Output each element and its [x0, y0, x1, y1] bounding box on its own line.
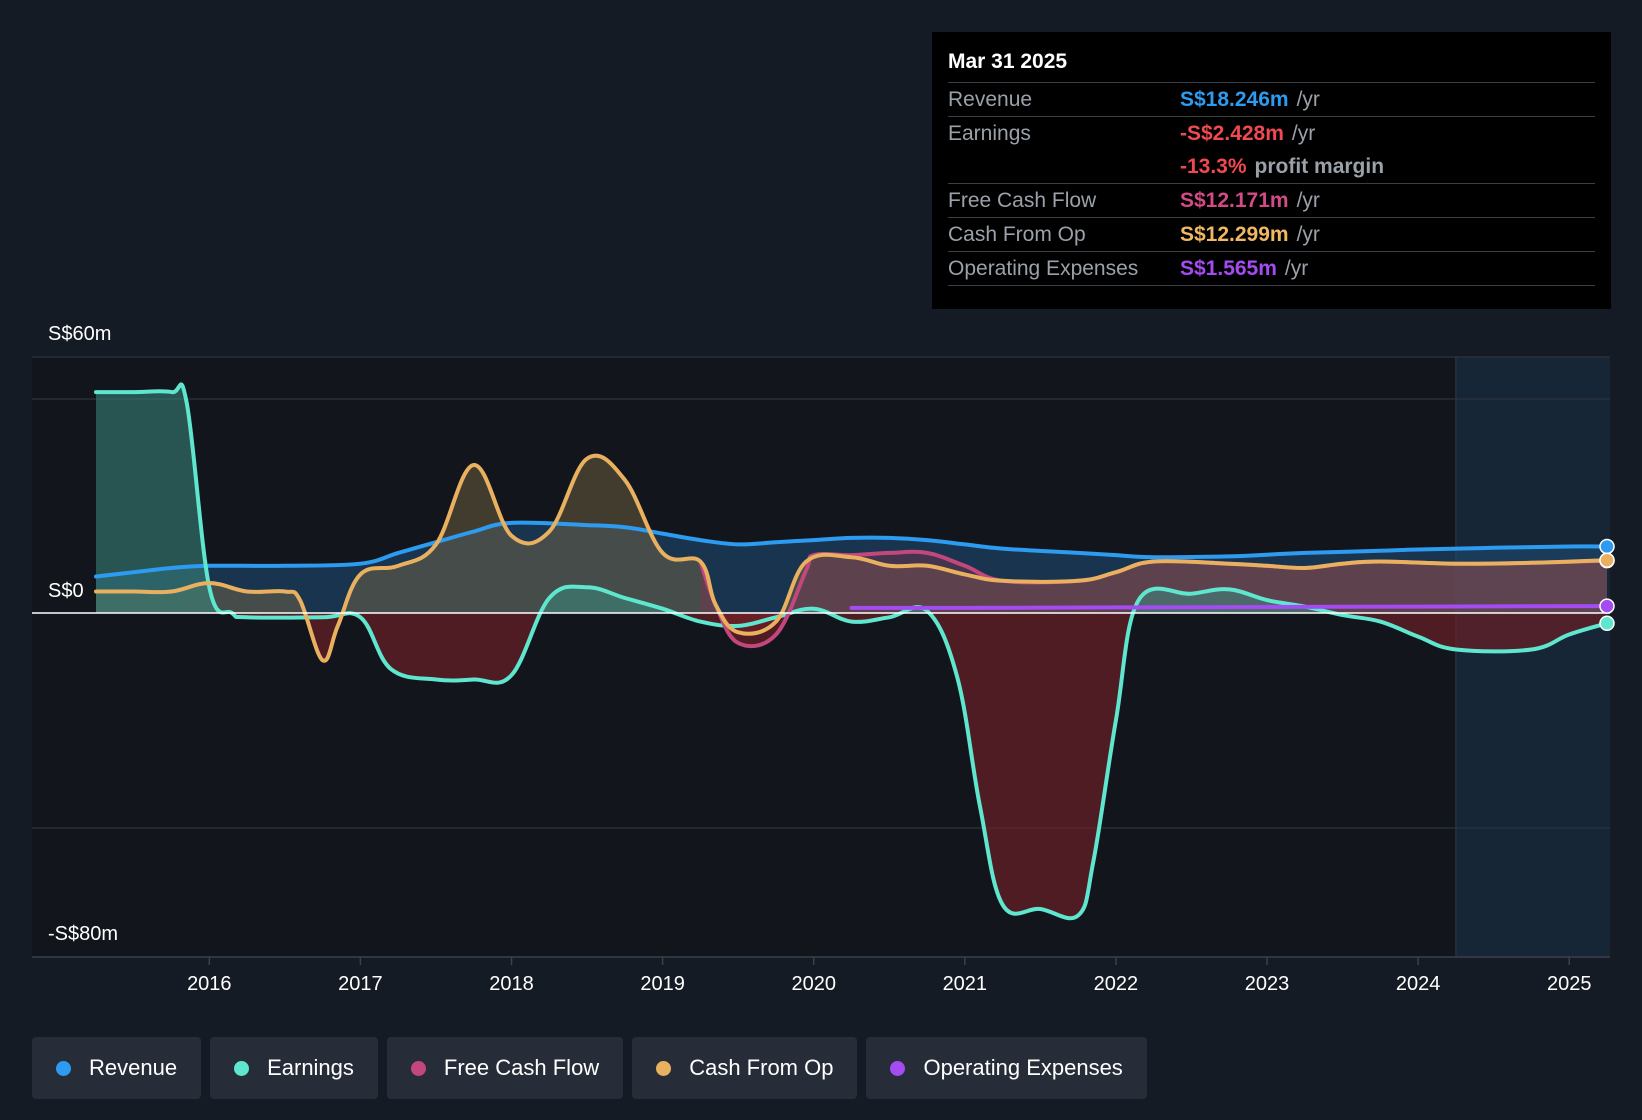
- cash-from-op-area-positive: [96, 455, 1607, 613]
- tooltip-row-cash-from-op: Cash From Op S$12.299m /yr: [948, 217, 1595, 251]
- earnings-endpoint: [1599, 615, 1615, 632]
- legend-item-cash-from-op[interactable]: Cash From Op: [632, 1037, 858, 1099]
- tooltip-unit: /yr: [1284, 257, 1309, 280]
- tooltip-value: S$12.299m: [1180, 223, 1289, 246]
- x-tick-label: 2022: [1094, 973, 1139, 995]
- tooltip-value: S$1.565m: [1180, 257, 1277, 280]
- legend-label: Operating Expenses: [923, 1055, 1123, 1080]
- operating-expenses-line: [849, 604, 1609, 610]
- x-axis: 2016 2017 2018 2019 2020 2021 2022 2023 2024 2025: [187, 957, 1591, 995]
- revenue-endpoint: [1599, 538, 1615, 555]
- data-tooltip: Mar 31 2025 Revenue S$18.246m /yr Earnin…: [932, 32, 1611, 309]
- tooltip-value: S$18.246m: [1180, 88, 1289, 111]
- x-tick-label: 2025: [1547, 973, 1592, 995]
- x-tick-label: 2018: [489, 973, 534, 995]
- tooltip-label: Revenue: [948, 88, 1033, 111]
- past-region: [32, 357, 1456, 957]
- legend-dot-icon: [410, 1060, 426, 1076]
- tooltip-label: Operating Expenses: [948, 257, 1139, 280]
- earnings-area-negative: [96, 613, 1607, 919]
- tooltip-date: Mar 31 2025: [948, 50, 1068, 73]
- x-tick-label: 2024: [1396, 973, 1441, 995]
- tooltip-label: [948, 150, 1180, 183]
- legend-item-earnings[interactable]: Earnings: [210, 1037, 378, 1099]
- legend-item-free-cash-flow[interactable]: Free Cash Flow: [386, 1037, 624, 1099]
- series-lines: [94, 382, 1609, 921]
- x-tick-label: 2020: [791, 973, 836, 995]
- series-endpoints: [1599, 538, 1615, 632]
- tooltip-unit: /yr: [1296, 88, 1320, 111]
- tooltip-label: Cash From Op: [948, 223, 1086, 246]
- tooltip-value: S$12.171m: [1180, 189, 1289, 212]
- legend-label: Cash From Op: [689, 1055, 834, 1080]
- legend-label: Revenue: [89, 1055, 178, 1080]
- tooltip-unit: /yr: [1291, 122, 1316, 145]
- tooltip-row-operating-expenses: Operating Expenses S$1.565m /yr: [948, 251, 1595, 286]
- legend-dot-icon: [234, 1060, 250, 1076]
- operating-expenses-endpoint: [1599, 598, 1615, 614]
- tooltip-unit: /yr: [1296, 223, 1320, 246]
- x-tick-label: 2017: [338, 973, 383, 995]
- y-axis-zero-label: S$0: [48, 580, 84, 602]
- x-tick-label: 2021: [943, 973, 988, 995]
- tooltip-row-free-cash-flow: Free Cash Flow S$12.171m /yr: [948, 183, 1595, 217]
- tooltip-label: Earnings: [948, 122, 1031, 145]
- cash-from-op-endpoint: [1599, 552, 1615, 568]
- legend-label: Free Cash Flow: [443, 1055, 600, 1080]
- y-axis-bottom-label: -S$80m: [48, 923, 118, 945]
- cash-from-op-line: [94, 453, 1609, 663]
- y-axis-top-label: S$60m: [48, 323, 111, 345]
- legend-item-revenue[interactable]: Revenue: [32, 1037, 202, 1099]
- legend-item-operating-expenses[interactable]: Operating Expenses: [866, 1037, 1147, 1099]
- tooltip-unit: /yr: [1296, 189, 1320, 212]
- x-tick-label: 2019: [640, 973, 685, 995]
- tooltip-value: -13.3%: [1180, 155, 1247, 178]
- legend-dot-icon: [890, 1060, 906, 1076]
- legend-dot-icon: [656, 1060, 672, 1076]
- legend-label: Earnings: [267, 1055, 354, 1080]
- earnings-line: [94, 382, 1609, 921]
- tooltip-value: -S$2.428m: [1180, 122, 1284, 145]
- tooltip-label: Free Cash Flow: [948, 189, 1097, 212]
- chart-legend: Revenue Earnings Free Cash Flow Cash Fro…: [32, 1037, 1147, 1099]
- tooltip-row-earnings: Earnings -S$2.428m /yr: [948, 116, 1595, 150]
- tooltip-row-revenue: Revenue S$18.246m /yr: [948, 82, 1595, 116]
- x-tick-label: 2016: [187, 973, 232, 995]
- revenue-line: [94, 520, 1609, 579]
- tooltip-unit: profit margin: [1254, 155, 1385, 178]
- x-tick-label: 2023: [1245, 973, 1290, 995]
- legend-dot-icon: [56, 1060, 71, 1076]
- gridlines: [32, 356, 1610, 958]
- tooltip-row-profit-margin: -13.3% profit margin: [948, 150, 1595, 183]
- forecast-region: [1455, 357, 1610, 957]
